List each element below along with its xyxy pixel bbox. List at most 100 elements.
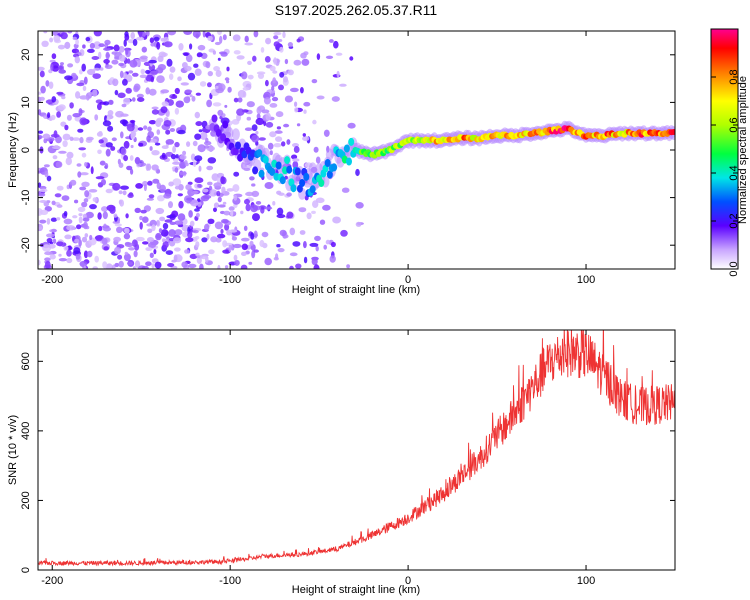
spectrogram-noise-blob [165,139,175,145]
colorbar-gradient [710,28,739,270]
spectrogram-noise-blob [49,37,54,43]
spectrogram-noise-blob [303,241,307,249]
spectrogram-noise-blob [148,120,157,125]
spectrogram-noise-blob [276,214,286,219]
spectrogram-noise-blob [214,41,221,46]
spectrogram-noise-blob [78,213,83,217]
ridge-core [252,166,259,175]
spectrogram-noise-blob [228,244,232,253]
spectrogram-noise-blob [166,215,176,219]
spectrogram-noise-blob [160,89,170,94]
spectrogram-noise-blob [120,131,124,139]
spectrogram-noise-blob [82,85,87,91]
spectrogram-noise-blob [101,206,108,212]
spectrogram-noise-blob [58,104,66,111]
spectrogram-noise-blob [52,155,58,160]
spectrogram-noise-blob [294,107,299,113]
spectrogram-noise-blob [335,52,343,56]
spectrogram-noise-blob [206,99,213,108]
spectrogram-noise-blob [201,237,208,243]
spectrogram-noise-blob [154,261,162,269]
colorbar-tick-label: 0.8 [728,69,740,84]
spectrogram-noise-blob [46,238,53,243]
spectrogram-noise-blob [230,210,234,217]
spectrogram-noise-blob [185,184,192,191]
spectrogram-noise-blob [148,59,157,64]
spectrogram-noise-blob [149,37,155,44]
spectrogram-noise-blob [349,56,354,61]
spectrogram-noise-blob [236,55,245,60]
spectrogram-noise-blob [151,224,156,232]
spectrogram-noise-blob [188,210,193,218]
spectrogram-noise-blob [43,164,50,168]
spectrogram-noise-blob [187,72,196,81]
spectrogram-noise-blob [186,141,191,147]
spectrogram-noise-blob [182,231,189,238]
spectrogram-noise-blob [244,198,250,205]
spectrogram-noise-blob [98,43,105,48]
spectrogram-noise-blob [105,142,113,148]
ridge-core [222,120,229,129]
spectrogram-noise-blob [140,68,146,75]
spectrogram-ridge [208,114,675,200]
spectrogram-noise-blob [112,220,121,224]
spectrogram-noise-blob [314,235,321,242]
spectrogram-noise-blob [102,211,108,220]
spectrogram-noise-blob [123,253,131,262]
spectrogram-noise-blob [224,223,230,231]
spectrogram-noise-blob [174,141,180,148]
spectrogram-noise-blob [148,88,157,96]
spectrogram-noise-blob [194,155,203,162]
spectrogram-noise-blob [141,265,149,269]
spectrogram-noise-blob [216,233,226,239]
spectrogram-noise-blob [213,202,220,208]
spectrogram-noise-blob [38,91,42,95]
spectrogram-noise-blob [148,242,156,249]
spectrogram-noise-blob [149,146,153,151]
spectrogram-noise-blob [172,161,181,165]
spectrogram-noise-blob [134,260,141,268]
ridge-core [346,157,352,166]
spectrogram-noise-blob [77,128,84,133]
spectrogram-noise-blob [39,188,48,193]
spectrogram-noise-blob [199,81,207,87]
spectrogram-noise-blob [298,207,307,213]
spectrogram-noise-blob [74,238,80,243]
spectrogram-noise-blob [54,193,62,198]
spectrogram-noise-blob [151,109,159,115]
spectrogram-noise-blob [273,57,277,65]
ridge-core [343,144,350,153]
spectrogram-noise-blob [102,226,111,232]
spectrogram-noise-blob [267,142,274,150]
spectrogram-noise-blob [130,31,135,40]
spectrogram-noise-blob [88,189,98,193]
spectrogram-noise-blob [105,148,111,157]
spectrogram-noise-blob [283,76,288,83]
spectrogram-noise-blob [311,210,316,214]
spectrogram-noise-blob [269,65,276,72]
spectrogram-noise-blob [61,95,66,100]
spectrogram-noise-blob [346,264,350,269]
spectrogram-x-label: Height of straight line (km) [292,284,420,296]
spectrogram-noise-blob [118,54,126,62]
spectrogram-noise-blob [202,188,209,193]
spectrogram-noise-blob [83,265,87,269]
spectrogram-noise-blob [316,95,325,100]
spectrogram-noise-blob [315,156,321,164]
spectrogram-noise-blob [163,120,172,127]
spectrogram-noise-blob [110,146,116,151]
spectrogram-noise-blob [79,172,89,176]
spectrogram-noise-blob [323,244,328,250]
spectrogram-noise-blob [38,109,42,116]
spectrogram-noise-blob [161,145,169,150]
spectrogram-noise-blob [189,43,193,50]
spectrogram-noise-blob [58,65,64,70]
spectrogram-noise-blob [103,223,107,228]
spectrogram-noise-blob [105,188,113,194]
spectrogram-noise-blob [276,126,281,130]
spectrogram-noise-blob [302,136,310,142]
spectrogram-noise-blob [75,39,79,45]
spectrogram-noise-blob [135,236,145,242]
spectrogram-noise-blob [93,31,102,37]
spectrogram-noise-blob [183,31,193,35]
